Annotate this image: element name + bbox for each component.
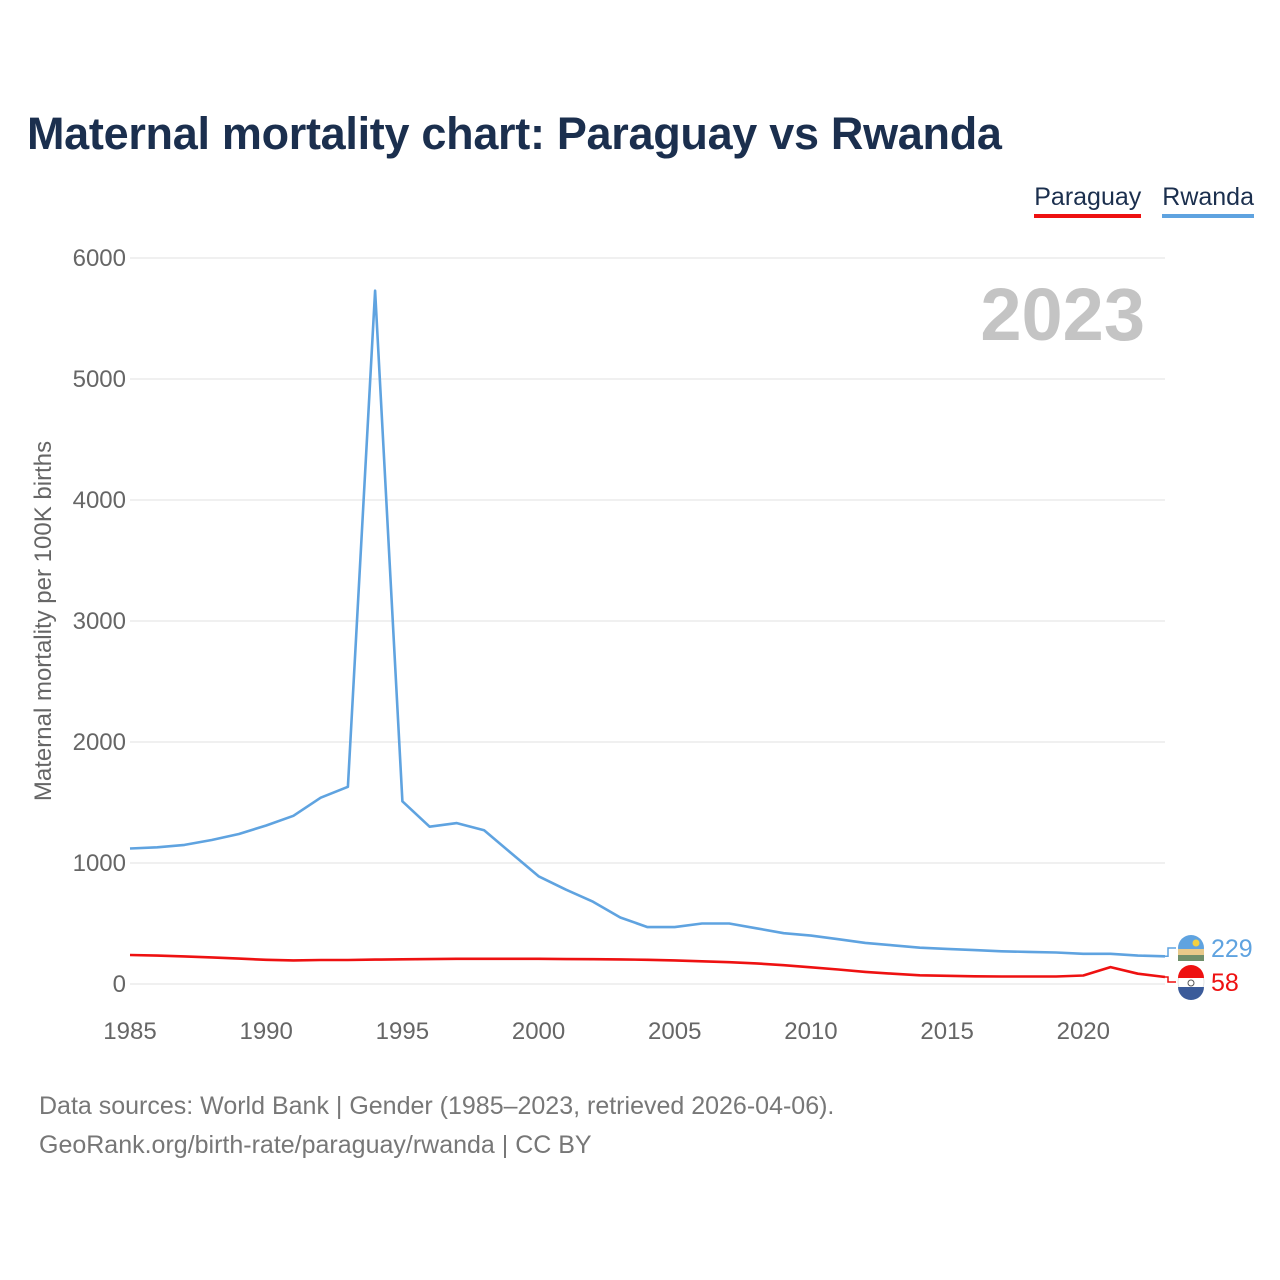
flag-rwanda-band [1178, 949, 1204, 955]
x-tick-label: 2010 [784, 1018, 837, 1045]
legend: Paraguay Rwanda [1034, 183, 1254, 218]
flag-rwanda-sun [1192, 939, 1200, 947]
x-tick-label: 1985 [103, 1018, 156, 1045]
y-tick-label: 1000 [73, 850, 126, 877]
y-tick-label: 2000 [73, 729, 126, 756]
legend-item-rwanda[interactable]: Rwanda [1162, 183, 1254, 218]
y-tick-label: 6000 [73, 245, 126, 272]
y-tick-label: 5000 [73, 366, 126, 393]
end-value-label-rwanda: 229 [1211, 935, 1253, 963]
line-chart: 0 1000 2000 3000 4000 5000 6000 1985 1990 1995 200… [30, 245, 1253, 1045]
y-axis-label: Maternal mortality per 100K births [30, 441, 57, 801]
x-tick-label: 2020 [1057, 1018, 1110, 1045]
footer-source: Data sources: World Bank | Gender (1985–… [39, 1092, 835, 1120]
x-tick-label: 1995 [376, 1018, 429, 1045]
x-tick-label: 2015 [920, 1018, 973, 1045]
x-tick-label: 1990 [239, 1018, 292, 1045]
x-tick-label: 2000 [512, 1018, 565, 1045]
flag-rwanda-band [1178, 955, 1204, 961]
year-display: 2023 [980, 273, 1145, 356]
series-line-paraguay [129, 953, 1166, 979]
flag-paraguay-band [1178, 987, 1204, 1000]
footer: Data sources: World Bank | Gender (1985–… [39, 1087, 834, 1165]
flag-paraguay-band [1178, 965, 1204, 978]
y-tick-label: 4000 [73, 487, 126, 514]
flag-paraguay-emblem [1187, 979, 1195, 987]
series-line-rwanda [129, 289, 1166, 958]
legend-item-paraguay[interactable]: Paraguay [1034, 183, 1142, 218]
x-tick-label: 2005 [648, 1018, 701, 1045]
y-tick-label: 3000 [73, 608, 126, 635]
chart-title: Maternal mortality chart: Paraguay vs Rw… [27, 108, 1002, 159]
footer-credit: GeoRank.org/birth-rate/paraguay/rwanda |… [39, 1131, 592, 1159]
end-value-label-paraguay: 58 [1211, 969, 1239, 997]
end-connector-rwanda [1165, 947, 1176, 958]
y-tick-label: 0 [113, 971, 126, 998]
end-connector-paraguay [1165, 976, 1176, 983]
